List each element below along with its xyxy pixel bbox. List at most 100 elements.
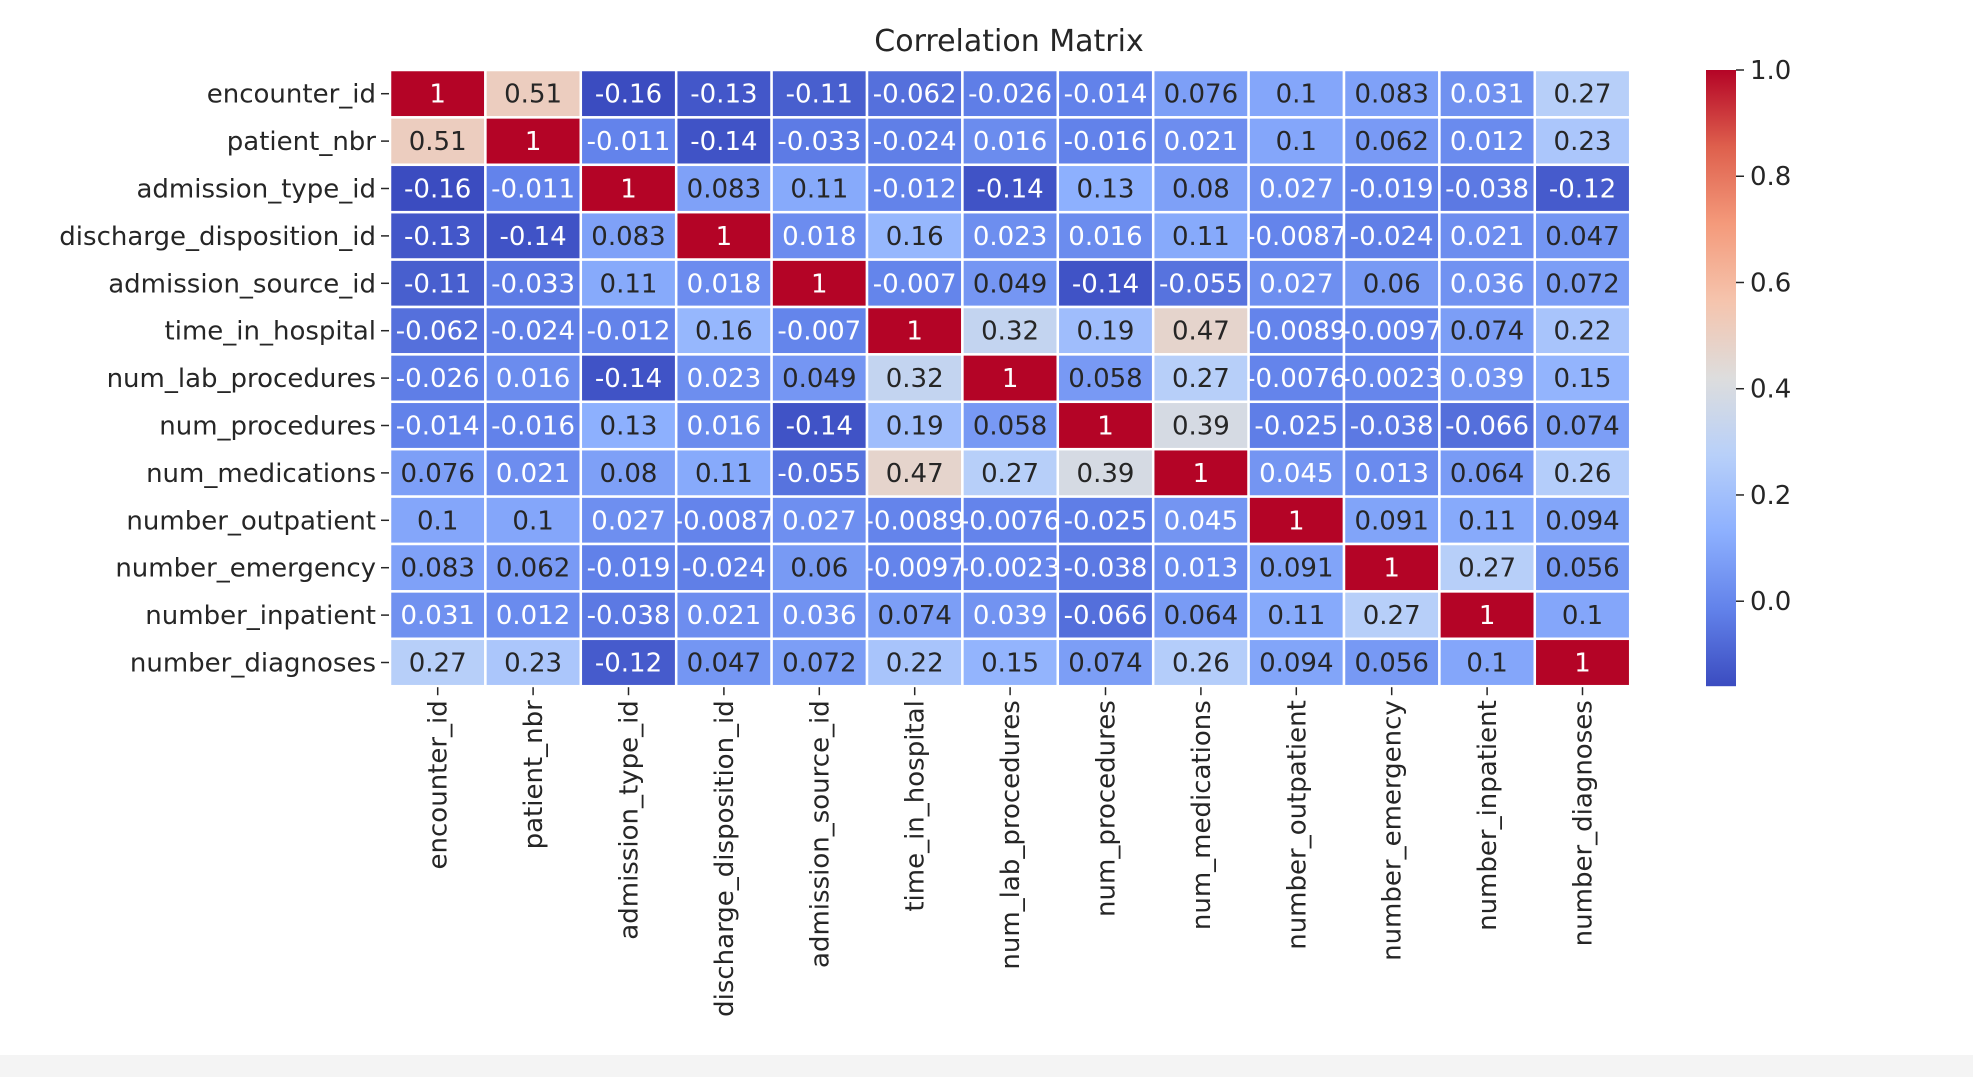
heatmap-cell-admission-source-id-num-lab-procedures — [961, 258, 1060, 309]
cell-annotation: 0.15 — [981, 649, 1039, 679]
cell-annotation: -0.0023 — [960, 554, 1060, 584]
cell-annotation: 0.47 — [886, 459, 944, 489]
cell-annotation: -0.11 — [404, 269, 471, 299]
cell-annotation: -0.012 — [587, 317, 671, 347]
cell-annotation: -0.011 — [491, 175, 575, 205]
cell-annotation: 1 — [1479, 601, 1496, 631]
heatmap-cell-num-lab-procedures-number-emergency — [1342, 353, 1441, 404]
heatmap-cell-admission-type-id-time-in-hospital — [865, 163, 964, 214]
cell-annotation: -0.0089 — [865, 506, 965, 536]
cell-annotation: -0.007 — [873, 269, 957, 299]
cell-annotation: -0.038 — [1350, 412, 1434, 442]
cell-annotation: 0.1 — [1276, 127, 1317, 157]
cell-annotation: 0.016 — [687, 412, 761, 442]
x-tick-label-encounter-id: encounter_id — [424, 700, 454, 869]
cell-annotation: 0.1 — [417, 506, 458, 536]
cell-annotation: 0.11 — [790, 175, 848, 205]
cell-annotation: 1 — [1193, 459, 1210, 489]
cell-annotation: 0.012 — [1450, 127, 1524, 157]
heatmap-cell-number-outpatient-num-lab-procedures — [961, 495, 1060, 546]
heatmap-cell-admission-type-id-num-procedures — [1056, 163, 1155, 214]
cell-annotation: -0.0023 — [1342, 364, 1442, 394]
cell-annotation: 1 — [429, 80, 446, 110]
heatmap-cell-admission-type-id-patient-nbr — [484, 163, 583, 214]
heatmap-cell-admission-source-id-number-diagnoses — [1533, 258, 1632, 309]
colorbar-tick-label: 0.6 — [1750, 268, 1791, 298]
heatmap-cell-number-inpatient-admission-source-id — [770, 590, 869, 641]
cell-annotation: 0.045 — [1259, 459, 1333, 489]
heatmap-cell-discharge-disposition-id-patient-nbr — [484, 210, 583, 261]
cell-annotation: 0.27 — [1458, 554, 1516, 584]
heatmap-cell-patient-nbr-number-diagnoses — [1533, 116, 1632, 167]
cell-annotation: 0.031 — [400, 601, 474, 631]
cell-annotation: -0.12 — [1549, 175, 1616, 205]
cell-annotation: 0.19 — [1077, 317, 1135, 347]
cell-annotation: -0.024 — [873, 127, 957, 157]
cell-annotation: -0.066 — [1064, 601, 1148, 631]
heatmap-cell-discharge-disposition-id-number-inpatient — [1438, 210, 1537, 261]
heatmap-cell-admission-source-id-number-emergency — [1342, 258, 1441, 309]
heatmap-cell-patient-nbr-admission-source-id — [770, 116, 869, 167]
heatmap-cell-number-inpatient-discharge-disposition-id — [674, 590, 773, 641]
cell-annotation: 0.074 — [1545, 412, 1619, 442]
cell-annotation: 0.13 — [1077, 175, 1135, 205]
heatmap-cell-number-inpatient-encounter-id — [388, 590, 487, 641]
cell-annotation: 0.047 — [1545, 222, 1619, 252]
cell-annotation: 0.091 — [1259, 554, 1333, 584]
heatmap-cell-admission-source-id-number-inpatient — [1438, 258, 1537, 309]
heatmap-cell-number-diagnoses-encounter-id — [388, 637, 487, 688]
cell-annotation: -0.13 — [404, 222, 471, 252]
heatmap-cell-admission-type-id-num-lab-procedures — [961, 163, 1060, 214]
heatmap-cell-num-medications-num-medications — [1151, 447, 1250, 498]
cell-annotation: -0.14 — [786, 412, 853, 442]
cell-annotation: 0.1 — [1276, 80, 1317, 110]
cell-annotation: 0.027 — [1259, 269, 1333, 299]
cell-annotation: 0.049 — [782, 364, 856, 394]
cell-annotation: 0.1 — [1562, 601, 1603, 631]
cell-annotation: 0.074 — [1450, 317, 1524, 347]
cell-annotation: -0.038 — [1064, 554, 1148, 584]
cell-annotation: 0.32 — [981, 317, 1039, 347]
cell-annotation: -0.16 — [595, 80, 662, 110]
cell-annotation: 0.023 — [973, 222, 1047, 252]
heatmap-cell-number-emergency-number-outpatient — [1247, 542, 1346, 593]
cell-annotation: 0.26 — [1172, 649, 1230, 679]
x-tick-label-time-in-hospital: time_in_hospital — [901, 700, 931, 911]
colorbar-tick-label: 1.0 — [1750, 56, 1791, 86]
cell-annotation: -0.0087 — [674, 506, 774, 536]
heatmap-cell-number-emergency-admission-type-id — [579, 542, 678, 593]
heatmap-cell-num-procedures-num-lab-procedures — [961, 400, 1060, 451]
cell-annotation: 0.23 — [1554, 127, 1612, 157]
heatmap-cell-number-diagnoses-number-outpatient — [1247, 637, 1346, 688]
heatmap-cell-num-medications-number-inpatient — [1438, 447, 1537, 498]
heatmap-cell-encounter-id-time-in-hospital — [865, 68, 964, 119]
colorbar: 1.0 0.8 0.6 0.4 0.2 0.0 — [1706, 56, 1791, 687]
cell-annotation: -0.016 — [1064, 127, 1148, 157]
cell-annotation: 0.027 — [1259, 175, 1333, 205]
y-tick-label-admission-type-id: admission_type_id — [137, 175, 377, 205]
cell-annotation: -0.025 — [1254, 412, 1338, 442]
y-tick-label-number-inpatient: number_inpatient — [145, 601, 376, 631]
cell-annotation: 0.16 — [886, 222, 944, 252]
heatmap-cells — [388, 68, 1632, 688]
heatmap-cell-patient-nbr-number-inpatient — [1438, 116, 1537, 167]
cell-annotation: -0.055 — [777, 459, 861, 489]
cell-annotation: 0.08 — [600, 459, 658, 489]
cell-annotation: -0.026 — [968, 80, 1052, 110]
heatmap-cell-admission-type-id-number-diagnoses — [1533, 163, 1632, 214]
chart-title: Correlation Matrix — [874, 24, 1143, 59]
cell-annotation: 0.023 — [687, 364, 761, 394]
heatmap-cell-num-procedures-time-in-hospital — [865, 400, 964, 451]
x-tick-label-num-procedures: num_procedures — [1092, 700, 1122, 917]
cell-annotation: 1 — [1574, 649, 1591, 679]
cell-annotation: -0.14 — [595, 364, 662, 394]
cell-annotation: 0.039 — [1450, 364, 1524, 394]
cell-annotation: 0.013 — [1354, 459, 1428, 489]
cell-annotation: 0.027 — [782, 506, 856, 536]
cell-annotation: 0.26 — [1554, 459, 1612, 489]
cell-annotation: 0.072 — [782, 649, 856, 679]
cell-annotation: 0.51 — [504, 80, 562, 110]
cell-annotation: 0.027 — [591, 506, 665, 536]
cell-annotation: 0.11 — [1267, 601, 1325, 631]
